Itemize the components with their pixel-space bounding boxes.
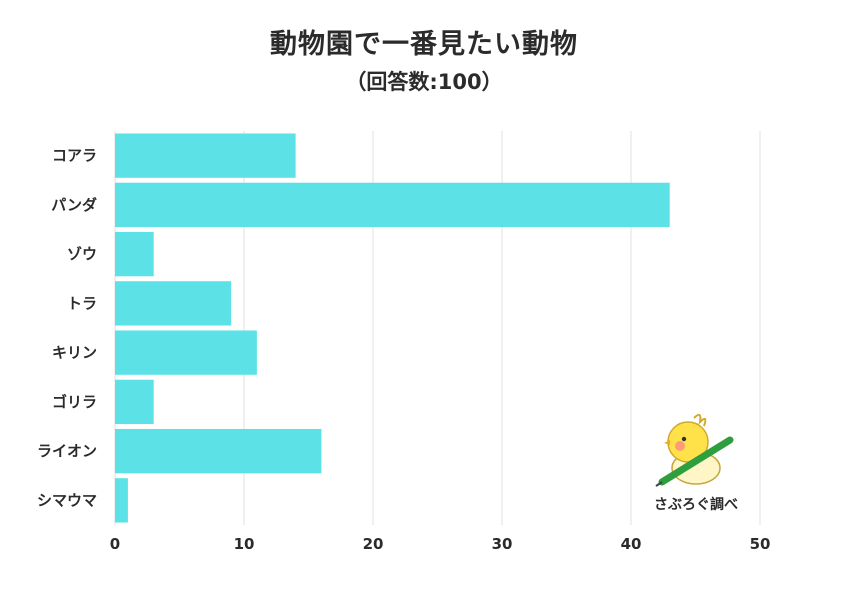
category-label: シマウマ [37,491,97,509]
x-tick-label: 20 [363,535,384,553]
logo-text: さぶろぐ調べ [654,497,738,513]
category-label: パンダ [51,196,97,214]
category-label: トラ [67,294,97,312]
bar [115,478,128,523]
bar [115,428,322,474]
bar [115,379,154,425]
x-tick-label: 40 [621,535,642,553]
bar [115,182,670,228]
bar [115,231,154,277]
category-label: キリン [52,344,97,362]
category-label: ゴリラ [52,393,97,411]
category-label: ライオン [37,442,97,460]
x-tick-label: 30 [492,535,513,553]
category-label: ゾウ [67,245,97,263]
x-tick-label: 0 [110,535,120,553]
x-tick-label: 50 [750,535,771,553]
bird-mascot-icon [655,413,734,487]
bar [115,281,232,326]
x-tick-label: 10 [234,535,255,553]
chart-title: 動物園で一番見たい動物 [270,29,578,60]
bar [115,133,296,178]
chart-subtitle: （回答数:100） [345,70,503,94]
bar [115,330,257,375]
category-label: コアラ [52,147,97,165]
